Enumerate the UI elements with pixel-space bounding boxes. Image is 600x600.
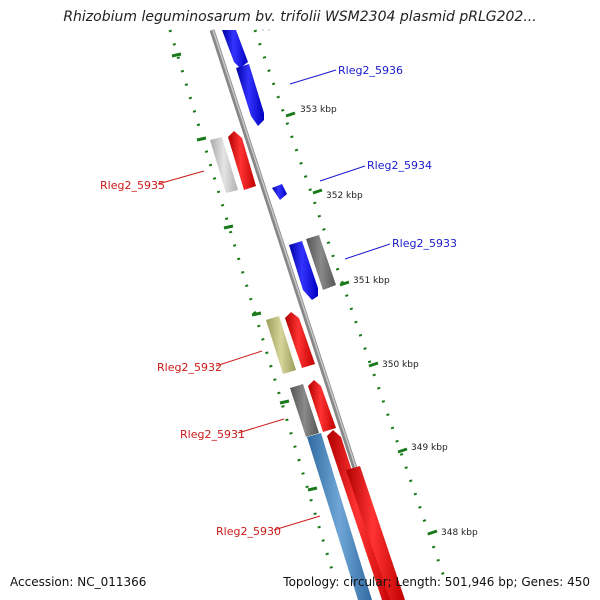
tick-label: 350 kbp bbox=[382, 360, 419, 370]
tick-label: 348 kbp bbox=[441, 528, 478, 538]
gene-block-rleg2-5931[interactable] bbox=[308, 380, 336, 432]
gene-block-rleg2-5935[interactable] bbox=[228, 131, 256, 190]
tick-label: 351 kbp bbox=[353, 276, 390, 286]
tick-label: 353 kbp bbox=[300, 105, 337, 115]
gene-block-rleg2-5935-grey[interactable] bbox=[210, 137, 238, 193]
gene-label-rleg2-5933[interactable]: Rleg2_5933 bbox=[392, 237, 457, 250]
gene-block-rleg2-5934[interactable] bbox=[272, 184, 287, 200]
gene-block-rleg2-5933-grey[interactable] bbox=[306, 235, 336, 290]
gene-label-rleg2-5934[interactable]: Rleg2_5934 bbox=[367, 159, 432, 172]
tick-marks-left bbox=[171, 52, 318, 492]
accession-text: Accession: NC_011366 bbox=[10, 575, 147, 589]
tick-label: 352 kbp bbox=[326, 191, 363, 201]
gene-block-rleg2-5932[interactable] bbox=[285, 312, 315, 368]
gene-block-rleg2-5930[interactable] bbox=[327, 430, 405, 600]
gene-label-rleg2-5932[interactable]: Rleg2_5932 bbox=[157, 361, 222, 374]
gene-block-rleg2-5931-grey[interactable] bbox=[290, 384, 319, 437]
gene-label-rleg2-5935[interactable]: Rleg2_5935 bbox=[100, 179, 165, 192]
tick-marks bbox=[285, 111, 438, 536]
gene-block-rleg2-5932-olive[interactable] bbox=[266, 316, 296, 374]
gene-label-rleg2-5930[interactable]: Rleg2_5930 bbox=[216, 525, 281, 538]
gene-block-rleg2-5930-steel[interactable] bbox=[307, 433, 372, 600]
map-title: Rhizobium leguminosarum bv. trifolii WSM… bbox=[63, 9, 537, 25]
gene-block-rleg2-5936-upper[interactable] bbox=[222, 30, 248, 68]
gene-block-rleg2-5936[interactable] bbox=[236, 64, 264, 126]
gene-leader-lines bbox=[157, 69, 391, 531]
gene-label-rleg2-5936[interactable]: Rleg2_5936 bbox=[338, 64, 403, 77]
topology-summary-text: Topology: circular; Length: 501,946 bp; … bbox=[283, 575, 590, 589]
gene-label-rleg2-5931[interactable]: Rleg2_5931 bbox=[180, 428, 245, 441]
gene-block-rleg2-5933[interactable] bbox=[289, 241, 318, 300]
tick-label: 349 kbp bbox=[411, 443, 448, 453]
